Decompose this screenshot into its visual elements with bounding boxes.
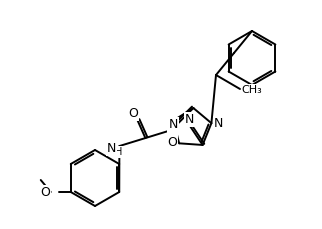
Text: O: O — [167, 136, 177, 149]
Text: H: H — [115, 147, 122, 157]
Text: N: N — [168, 121, 177, 134]
Text: N: N — [169, 117, 178, 131]
Text: O: O — [40, 185, 50, 199]
Text: O: O — [128, 106, 138, 120]
Text: N: N — [185, 113, 194, 126]
Text: N: N — [214, 117, 223, 130]
Text: N: N — [107, 142, 116, 155]
Text: CH₃: CH₃ — [242, 85, 262, 95]
